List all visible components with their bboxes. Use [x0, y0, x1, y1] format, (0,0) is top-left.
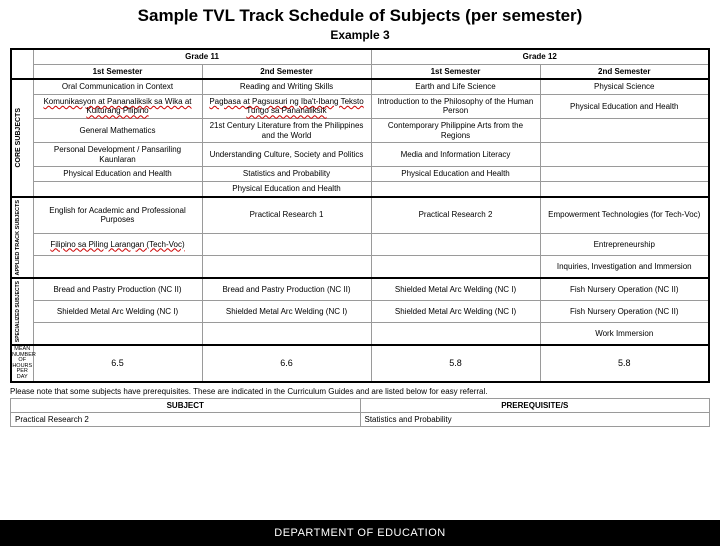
grade-12-head: Grade 12	[371, 49, 709, 64]
prereq-table: SUBJECT PREREQUISITE/S Practical Researc…	[10, 398, 710, 427]
cell	[371, 255, 540, 278]
cell: Komunikasyon at Pananaliksik sa Wika at …	[33, 94, 202, 118]
mean-3: 5.8	[371, 345, 540, 382]
cell: Practical Research 2	[371, 197, 540, 234]
cell: Media and Information Literacy	[371, 143, 540, 167]
footer-bar: DEPARTMENT OF EDUCATION	[0, 520, 720, 546]
special-r2: Shielded Metal Arc Welding (NC I) Shield…	[11, 301, 709, 323]
cell: English for Academic and Professional Pu…	[33, 197, 202, 234]
cell: Inquiries, Investigation and Immersion	[540, 255, 709, 278]
cell: Physical Education and Health	[202, 181, 371, 196]
page-subtitle: Example 3	[0, 28, 720, 42]
cell: Introduction to the Philosophy of the Hu…	[371, 94, 540, 118]
special-r1: SPECIALIZED SUBJECTS Bread and Pastry Pr…	[11, 278, 709, 301]
core-r4: Personal Development / Pansariling Kaunl…	[11, 143, 709, 167]
mean-label: MEAN NUMBER OF HOURS PER DAY	[11, 345, 33, 382]
cell: Oral Communication in Context	[33, 79, 202, 94]
cell: Physical Education and Health	[33, 167, 202, 182]
cell	[540, 181, 709, 196]
cell: Shielded Metal Arc Welding (NC I)	[202, 301, 371, 323]
core-r2: Komunikasyon at Pananaliksik sa Wika at …	[11, 94, 709, 118]
cell: Fish Nursery Operation (NC II)	[540, 278, 709, 301]
cell	[371, 234, 540, 256]
applied-label: APPLIED TRACK SUBJECTS	[11, 197, 33, 278]
cell: General Mathematics	[33, 118, 202, 142]
cell: 21st Century Literature from the Philipp…	[202, 118, 371, 142]
cell: Personal Development / Pansariling Kaunl…	[33, 143, 202, 167]
special-label: SPECIALIZED SUBJECTS	[11, 278, 33, 345]
cell	[540, 143, 709, 167]
cell	[33, 255, 202, 278]
core-r5: Physical Education and Health Statistics…	[11, 167, 709, 182]
cell: Filipino sa Piling Larangan (Tech-Voc)	[33, 234, 202, 256]
applied-r2: Filipino sa Piling Larangan (Tech-Voc) E…	[11, 234, 709, 256]
cell: Bread and Pastry Production (NC II)	[202, 278, 371, 301]
cell: Fish Nursery Operation (NC II)	[540, 301, 709, 323]
prereq-subject: Practical Research 2	[11, 413, 361, 427]
sem-4: 2nd Semester	[540, 64, 709, 79]
cell: Bread and Pastry Production (NC II)	[33, 278, 202, 301]
sem-3: 1st Semester	[371, 64, 540, 79]
grade-11-head: Grade 11	[33, 49, 371, 64]
core-r1: CORE SUBJECTS Oral Communication in Cont…	[11, 79, 709, 94]
mean-2: 6.6	[202, 345, 371, 382]
cell: Physical Science	[540, 79, 709, 94]
sem-2: 2nd Semester	[202, 64, 371, 79]
applied-r3: Inquiries, Investigation and Immersion	[11, 255, 709, 278]
special-r3: Work Immersion	[11, 323, 709, 346]
cell: Understanding Culture, Society and Polit…	[202, 143, 371, 167]
cell	[371, 181, 540, 196]
grade-header-row: Grade 11 Grade 12	[11, 49, 709, 64]
core-r3: General Mathematics 21st Century Literat…	[11, 118, 709, 142]
cell: Statistics and Probability	[202, 167, 371, 182]
cell: Work Immersion	[540, 323, 709, 346]
cell	[202, 234, 371, 256]
mean-4: 5.8	[540, 345, 709, 382]
cell: Shielded Metal Arc Welding (NC I)	[33, 301, 202, 323]
cell	[202, 323, 371, 346]
cell: Shielded Metal Arc Welding (NC I)	[371, 301, 540, 323]
cell	[33, 181, 202, 196]
prereq-head-row: SUBJECT PREREQUISITE/S	[11, 399, 710, 413]
corner-cell	[11, 49, 33, 79]
mean-1: 6.5	[33, 345, 202, 382]
cell: Contemporary Philippine Arts from the Re…	[371, 118, 540, 142]
prereq-row-1: Practical Research 2 Statistics and Prob…	[11, 413, 710, 427]
cell	[540, 167, 709, 182]
mean-row: MEAN NUMBER OF HOURS PER DAY 6.5 6.6 5.8…	[11, 345, 709, 382]
page-title: Sample TVL Track Schedule of Subjects (p…	[0, 6, 720, 26]
sem-1: 1st Semester	[33, 64, 202, 79]
cell	[371, 323, 540, 346]
schedule-table: Grade 11 Grade 12 1st Semester 2nd Semes…	[10, 48, 710, 383]
cell: Entrepreneurship	[540, 234, 709, 256]
prereq-head-prereq: PREREQUISITE/S	[360, 399, 710, 413]
prereq-head-subject: SUBJECT	[11, 399, 361, 413]
cell: Physical Education and Health	[540, 94, 709, 118]
cell	[202, 255, 371, 278]
cell: Pagbasa at Pagsusuri ng Iba't-Ibang Teks…	[202, 94, 371, 118]
cell: Physical Education and Health	[371, 167, 540, 182]
core-label: CORE SUBJECTS	[11, 79, 33, 196]
cell: Practical Research 1	[202, 197, 371, 234]
cell: Reading and Writing Skills	[202, 79, 371, 94]
prereq-note: Please note that some subjects have prer…	[10, 387, 710, 396]
sem-header-row: 1st Semester 2nd Semester 1st Semester 2…	[11, 64, 709, 79]
prereq-value: Statistics and Probability	[360, 413, 710, 427]
cell	[540, 118, 709, 142]
cell: Earth and Life Science	[371, 79, 540, 94]
cell: Empowerment Technologies (for Tech-Voc)	[540, 197, 709, 234]
core-r6: Physical Education and Health	[11, 181, 709, 196]
cell	[33, 323, 202, 346]
applied-r1: APPLIED TRACK SUBJECTS English for Acade…	[11, 197, 709, 234]
cell: Shielded Metal Arc Welding (NC I)	[371, 278, 540, 301]
